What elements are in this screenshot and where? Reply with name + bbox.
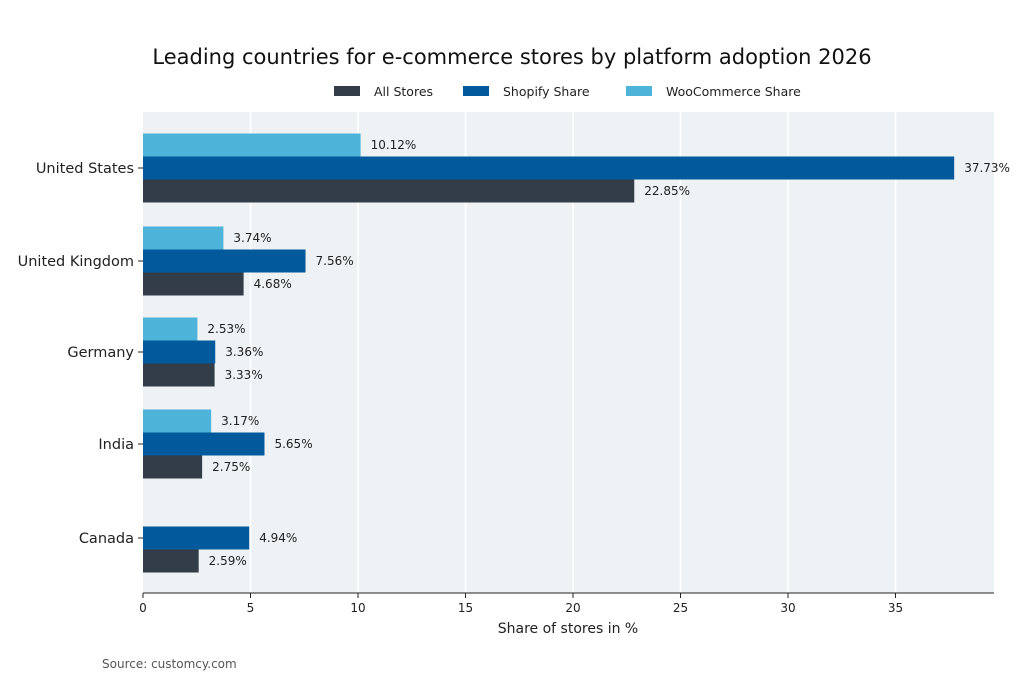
data-label: 3.33% [225, 368, 263, 382]
bar-shopify-share [143, 432, 265, 456]
x-tick-label: 0 [139, 601, 147, 615]
data-label: 7.56% [316, 254, 354, 268]
bar-all-stores [143, 549, 199, 573]
data-label: 3.36% [225, 345, 263, 359]
data-label: 5.65% [274, 437, 312, 451]
category-label: United Kingdom [18, 254, 134, 270]
x-axis-label: Share of stores in % [498, 621, 638, 637]
x-tick-label: 20 [565, 601, 580, 615]
category-label: United States [36, 161, 134, 177]
legend-swatch [463, 86, 489, 96]
data-label: 22.85% [644, 184, 690, 198]
x-tick-label: 5 [247, 601, 255, 615]
bar-shopify-share [143, 156, 955, 180]
legend-label: All Stores [374, 84, 433, 99]
data-label: 2.53% [207, 322, 245, 336]
category-label: Germany [67, 345, 134, 361]
bar-all-stores [143, 363, 215, 387]
x-tick-label: 15 [458, 601, 473, 615]
x-tick-label: 30 [780, 601, 795, 615]
bar-all-stores [143, 272, 244, 296]
legend-label: WooCommerce Share [666, 84, 801, 99]
bar-woocommerce-share [143, 226, 224, 250]
category-label: Canada [79, 531, 134, 547]
data-label: 4.68% [254, 277, 292, 291]
bar-woocommerce-share [143, 409, 212, 433]
bar-all-stores [143, 179, 635, 203]
data-label: 2.59% [209, 554, 247, 568]
source-note: Source: customcy.com [102, 657, 237, 671]
bar-shopify-share [143, 249, 306, 273]
bar-woocommerce-share [143, 317, 198, 341]
legend: All Stores Shopify Share WooCommerce Share [334, 84, 801, 99]
legend-swatch [626, 86, 652, 96]
x-tick-label: 35 [888, 601, 903, 615]
data-label: 2.75% [212, 460, 250, 474]
bar-all-stores [143, 455, 203, 479]
legend-label: Shopify Share [503, 84, 590, 99]
x-tick-label: 25 [673, 601, 688, 615]
data-label: 3.74% [233, 231, 271, 245]
y-axis-categories: United States United Kingdom Germany India C… [18, 161, 143, 547]
bar-shopify-share [143, 340, 216, 364]
bars: 22.85% 4.68% 3.33% 2.75% 2.59% 37.73% 7.56% 3.3… [143, 133, 1010, 573]
legend-swatch [334, 86, 360, 96]
data-label: 3.17% [221, 414, 259, 428]
chart-title: Leading countries for e-commerce stores … [152, 45, 871, 69]
category-label: India [98, 437, 134, 453]
bar-shopify-share [143, 526, 250, 550]
data-label: 37.73% [964, 161, 1010, 175]
x-axis-ticks: 0 5 10 15 20 25 30 35 [139, 593, 903, 615]
data-label: 4.94% [259, 531, 297, 545]
x-tick-label: 10 [350, 601, 365, 615]
data-label: 10.12% [371, 138, 417, 152]
bar-woocommerce-share [143, 133, 361, 157]
